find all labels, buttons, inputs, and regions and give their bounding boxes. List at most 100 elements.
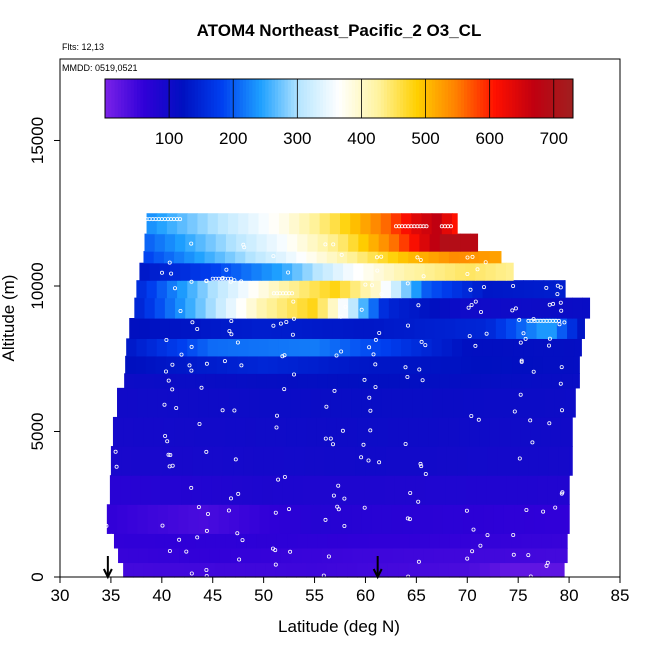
heatmap-cell (230, 547, 241, 564)
heatmap-cell (144, 373, 156, 389)
observation-point (189, 344, 194, 349)
heatmap-cell (445, 475, 457, 505)
heatmap-cell (241, 262, 253, 281)
heatmap-cell (518, 446, 529, 476)
heatmap-cell (469, 416, 481, 447)
heatmap-cell (499, 251, 502, 264)
heatmap-cell (577, 318, 585, 339)
heatmap-cell (502, 338, 514, 357)
observation-point (547, 421, 552, 426)
colorbar-swatch (207, 79, 212, 118)
heatmap-cell (533, 338, 545, 357)
heatmap-cell (258, 213, 270, 235)
observation-point (556, 318, 561, 323)
heatmap-cell (360, 213, 372, 235)
heatmap-cell (401, 280, 412, 299)
heatmap-cell (358, 297, 370, 319)
heatmap-cell (256, 373, 268, 389)
colorbar-swatch (531, 79, 536, 118)
heatmap-cell (330, 504, 342, 534)
heatmap-cell (156, 338, 168, 357)
observation-point (235, 531, 240, 536)
observation-point (545, 560, 550, 565)
heatmap-cell (530, 562, 542, 578)
heatmap-cell (220, 318, 232, 339)
heatmap-cell (250, 547, 262, 564)
heatmap-cell (204, 416, 216, 447)
heatmap-cell (371, 504, 383, 534)
observation-point (196, 505, 201, 510)
heatmap-cell (327, 533, 339, 549)
x-tick-label: 30 (51, 586, 70, 605)
heatmap-cell (225, 233, 237, 252)
heatmap-cell (307, 297, 319, 319)
colorbar-tick-label: 400 (347, 129, 375, 148)
heatmap-cell (385, 446, 397, 476)
heatmap-cell (249, 387, 261, 418)
heatmap-cell (546, 318, 558, 339)
colorbar-swatch (467, 79, 471, 118)
heatmap-cell (368, 233, 380, 252)
heatmap-cell (200, 262, 212, 281)
heatmap-cell (345, 446, 356, 476)
heatmap-cell (322, 318, 334, 339)
heatmap-cell (348, 533, 359, 549)
heatmap-cell (483, 504, 495, 534)
observation-point (242, 245, 247, 250)
observation-point (374, 255, 379, 260)
heatmap-cell (453, 504, 464, 534)
heatmap-cell (195, 297, 207, 319)
heatmap-cell (446, 446, 458, 476)
observation-point (174, 405, 179, 410)
heatmap-cell (134, 297, 146, 319)
observation-point (334, 353, 339, 358)
heatmap-cell (169, 262, 181, 281)
colorbar-swatch (271, 79, 276, 118)
observation-point (105, 450, 110, 455)
colorbar-swatch (547, 79, 552, 118)
heatmap-cell (530, 416, 542, 447)
heatmap-cell (523, 338, 535, 357)
observation-point (204, 528, 209, 533)
heatmap-cell (225, 533, 237, 549)
heatmap-cell (229, 504, 240, 534)
heatmap-cell (521, 373, 533, 389)
observation-point (416, 499, 421, 504)
colorbar-swatch (528, 79, 532, 118)
heatmap-cell (206, 355, 218, 374)
heatmap-cell (118, 547, 129, 564)
observation-point (108, 346, 113, 351)
heatmap-cell (260, 547, 272, 564)
colorbar-swatch (435, 79, 439, 118)
heatmap-cell (278, 213, 290, 235)
heatmap-cell (399, 373, 410, 389)
observation-point (274, 413, 279, 418)
heatmap-cell (185, 297, 197, 319)
colorbar-swatch (415, 79, 420, 118)
heatmap-cell (506, 475, 518, 505)
x-tick-label: 55 (305, 586, 324, 605)
observation-point (229, 276, 234, 281)
heatmap-cell (477, 446, 489, 476)
heatmap-cell (400, 355, 411, 374)
colorbar-swatch (496, 79, 500, 118)
heatmap-cell (106, 504, 118, 534)
x-tick-label: 50 (254, 586, 273, 605)
heatmap-cell (228, 280, 239, 299)
observation-point (330, 442, 335, 447)
heatmap-cell (473, 387, 485, 418)
heatmap-cell (291, 547, 302, 564)
x-tick-label: 45 (203, 586, 222, 605)
heatmap-cell (521, 297, 533, 319)
heatmap-cell (236, 373, 247, 389)
colorbar-swatch (117, 79, 122, 118)
heatmap-cell (268, 213, 280, 235)
heatmap-cell (194, 416, 206, 447)
heatmap-cell (284, 446, 295, 476)
heatmap-cell (465, 318, 477, 339)
heatmap-cell (352, 547, 363, 564)
heatmap-cell (434, 262, 446, 281)
observation-point (511, 283, 516, 288)
observation-point (239, 279, 244, 284)
colorbar-swatch (220, 79, 225, 118)
